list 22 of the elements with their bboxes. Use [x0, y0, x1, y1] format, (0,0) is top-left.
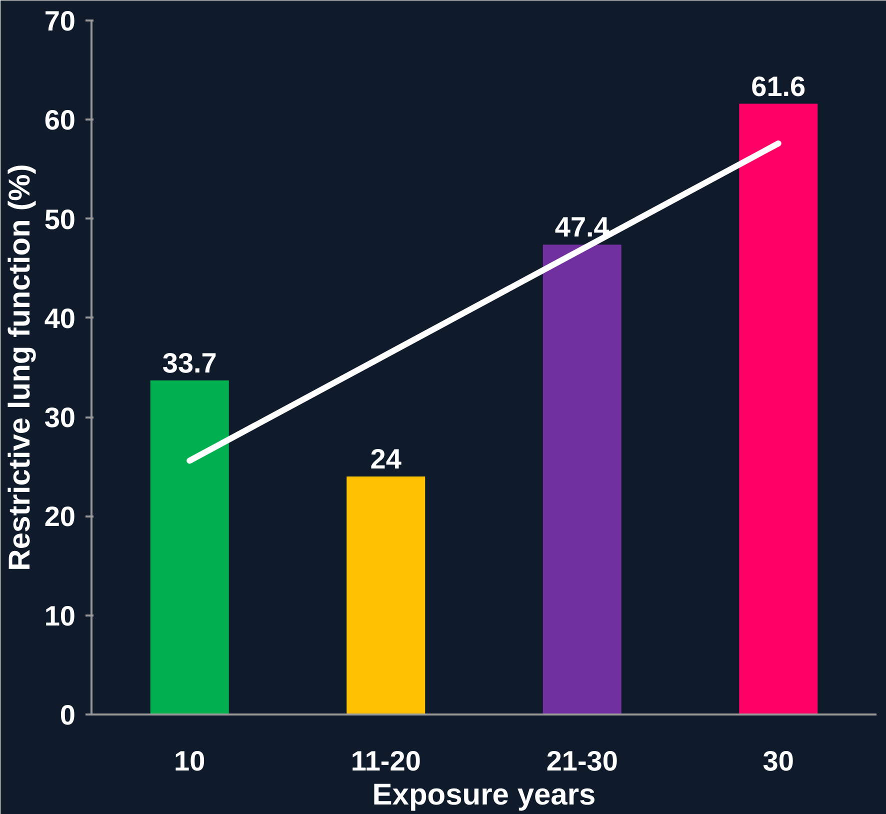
x-tick-label: 11-20 [350, 746, 421, 776]
y-tick-label: 30 [44, 402, 76, 434]
data-label: 24 [370, 444, 402, 475]
bar [739, 104, 818, 714]
y-tick-label: 20 [44, 501, 76, 532]
y-tick-label: 70 [44, 6, 76, 36]
y-axis-title: Restrictive lung function (%) [3, 164, 36, 571]
y-tick-label: 40 [44, 302, 76, 334]
y-tick-label: 10 [44, 600, 76, 632]
x-tick-label: 21-30 [546, 746, 618, 776]
bar [346, 476, 426, 714]
data-label: 33.7 [162, 347, 217, 378]
y-tick-label: 50 [44, 204, 76, 235]
y-tick-label: 60 [44, 104, 76, 136]
bar [542, 244, 622, 714]
bar [150, 380, 229, 714]
y-tick-label: 0 [60, 700, 76, 730]
x-tick-label: 10 [174, 746, 206, 776]
x-axis-title: Exposure years [372, 778, 596, 812]
data-label: 47.4 [554, 212, 610, 243]
x-tick-label: 30 [762, 746, 794, 776]
data-label: 61.6 [751, 70, 806, 102]
